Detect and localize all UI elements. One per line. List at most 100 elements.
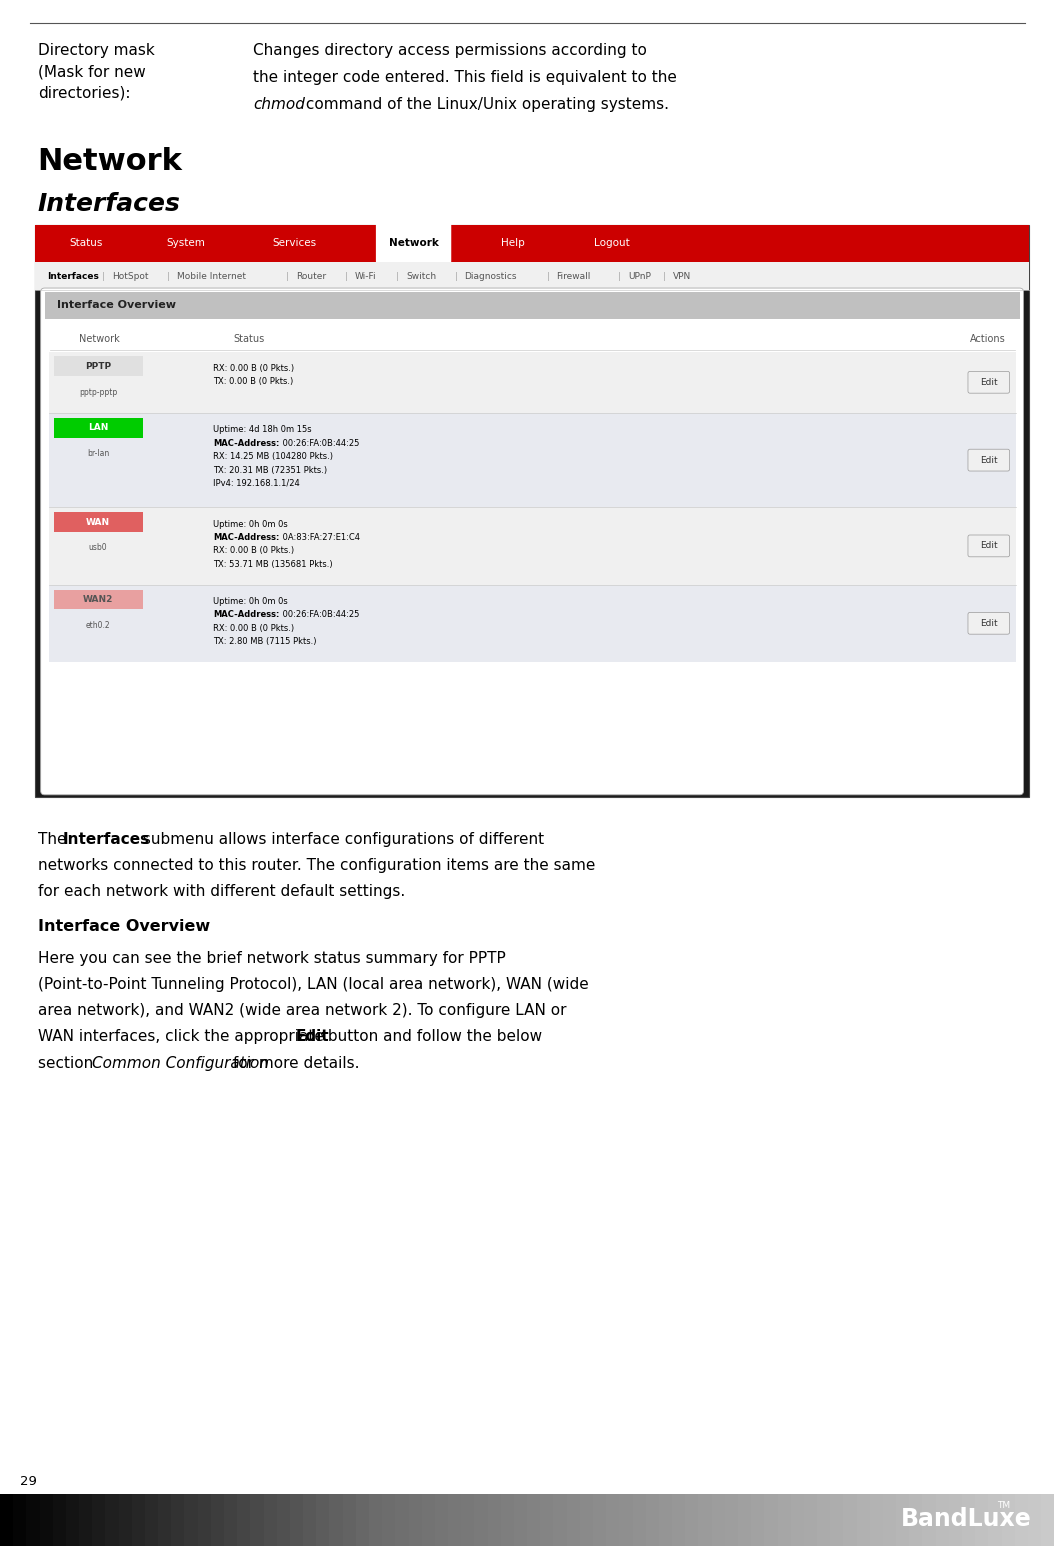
Text: usb0: usb0 [89, 543, 107, 553]
Text: Uptime: 0h 0m 0s: Uptime: 0h 0m 0s [214, 520, 288, 529]
Text: UPnP: UPnP [628, 272, 651, 281]
Text: RX: 0.00 B (0 Pkts.): RX: 0.00 B (0 Pkts.) [214, 624, 294, 633]
Text: (Point-to-Point Tunneling Protocol), LAN (local area network), WAN (wide: (Point-to-Point Tunneling Protocol), LAN… [37, 976, 589, 992]
Bar [92, 1495, 105, 1546]
Bar [725, 1495, 738, 1546]
Bar [53, 357, 142, 376]
Text: Firewall: Firewall [556, 272, 591, 281]
Bar [1041, 1495, 1054, 1546]
Text: Uptime: 4d 18h 0m 15s: Uptime: 4d 18h 0m 15s [214, 425, 311, 435]
Text: TX: 20.31 MB (72351 Pkts.): TX: 20.31 MB (72351 Pkts.) [214, 466, 327, 475]
Text: |: | [102, 272, 105, 281]
Bar [303, 1495, 317, 1546]
Text: MAC-Address:: MAC-Address: [214, 610, 280, 619]
Bar [53, 512, 142, 532]
Text: Edit: Edit [980, 456, 997, 464]
Text: WAN interfaces, click the appropriate: WAN interfaces, click the appropriate [37, 1029, 328, 1044]
FancyBboxPatch shape [968, 535, 1010, 557]
Text: Status: Status [69, 239, 103, 248]
Text: |: | [454, 272, 457, 281]
Bar [0, 1495, 13, 1546]
Bar [620, 1495, 632, 1546]
Text: Edit: Edit [296, 1029, 330, 1044]
Bar [593, 1495, 606, 1546]
Bar [210, 1495, 224, 1546]
Bar [672, 1495, 686, 1546]
Bar [738, 1495, 752, 1546]
Text: RX: 14.25 MB (104280 Pkts.): RX: 14.25 MB (104280 Pkts.) [214, 452, 333, 461]
Text: Actions: Actions [969, 334, 1006, 343]
Text: Help: Help [501, 239, 525, 248]
Bar [752, 1495, 764, 1546]
Bar [53, 590, 142, 610]
Text: Common Configuration: Common Configuration [92, 1055, 269, 1071]
Bar [79, 1495, 92, 1546]
Bar [49, 413, 1015, 508]
Text: |: | [663, 272, 667, 281]
Bar [554, 1495, 567, 1546]
Bar [461, 1495, 474, 1546]
Text: submenu allows interface configurations of different: submenu allows interface configurations … [138, 832, 544, 846]
Bar [896, 1495, 909, 1546]
FancyBboxPatch shape [40, 289, 1024, 795]
Bar [330, 1495, 342, 1546]
Bar [251, 1495, 264, 1546]
Text: Edit: Edit [980, 542, 997, 551]
Bar [39, 1495, 53, 1546]
Bar [224, 1495, 237, 1546]
FancyBboxPatch shape [968, 613, 1010, 635]
Bar [645, 1495, 659, 1546]
Bar [579, 1495, 593, 1546]
Bar [369, 1495, 383, 1546]
Bar [632, 1495, 645, 1546]
Bar [35, 225, 1029, 262]
Bar [949, 1495, 962, 1546]
Bar [540, 1495, 554, 1546]
Text: Mobile Internet: Mobile Internet [178, 272, 247, 281]
Bar [66, 1495, 79, 1546]
Text: MAC-Address:: MAC-Address: [214, 532, 280, 542]
Text: TX: 0.00 B (0 Pkts.): TX: 0.00 B (0 Pkts.) [214, 377, 293, 386]
Text: TX: 53.71 MB (135681 Pkts.): TX: 53.71 MB (135681 Pkts.) [214, 560, 333, 568]
Text: Router: Router [297, 272, 326, 281]
Bar [49, 508, 1015, 585]
Bar [488, 1495, 501, 1546]
Bar [711, 1495, 725, 1546]
Text: MAC-Address:: MAC-Address: [214, 439, 280, 449]
Bar [276, 1495, 290, 1546]
Text: eth0.2: eth0.2 [86, 621, 111, 630]
FancyBboxPatch shape [376, 217, 452, 264]
Bar [171, 1495, 185, 1546]
Text: Interfaces: Interfaces [63, 832, 150, 846]
Bar [408, 1495, 422, 1546]
Bar [698, 1495, 711, 1546]
Text: Interfaces: Interfaces [37, 192, 181, 216]
Bar [53, 1495, 66, 1546]
Text: Diagnostics: Diagnostics [465, 272, 517, 281]
Text: |: | [619, 272, 621, 281]
FancyBboxPatch shape [968, 449, 1010, 470]
Bar [659, 1495, 672, 1546]
Text: RX: 0.00 B (0 Pkts.): RX: 0.00 B (0 Pkts.) [214, 363, 294, 372]
Text: Switch: Switch [406, 272, 436, 281]
Bar [105, 1495, 119, 1546]
Bar [1015, 1495, 1028, 1546]
Text: Edit: Edit [980, 619, 997, 627]
Bar [342, 1495, 356, 1546]
Bar [49, 351, 1015, 413]
Text: chmod: chmod [253, 96, 305, 112]
Bar [935, 1495, 949, 1546]
Bar [830, 1495, 843, 1546]
Text: LAN: LAN [88, 424, 108, 433]
Bar [527, 1495, 540, 1546]
Text: Status: Status [233, 334, 265, 343]
Bar [435, 1495, 449, 1546]
Text: Edit: Edit [980, 377, 997, 386]
Text: Changes directory access permissions according to: Changes directory access permissions acc… [253, 43, 646, 57]
Bar [383, 1495, 395, 1546]
Text: System: System [166, 239, 205, 248]
Text: networks connected to this router. The configuration items are the same: networks connected to this router. The c… [37, 858, 595, 872]
Bar [356, 1495, 369, 1546]
Text: VPN: VPN [673, 272, 691, 281]
Bar [1028, 1495, 1041, 1546]
